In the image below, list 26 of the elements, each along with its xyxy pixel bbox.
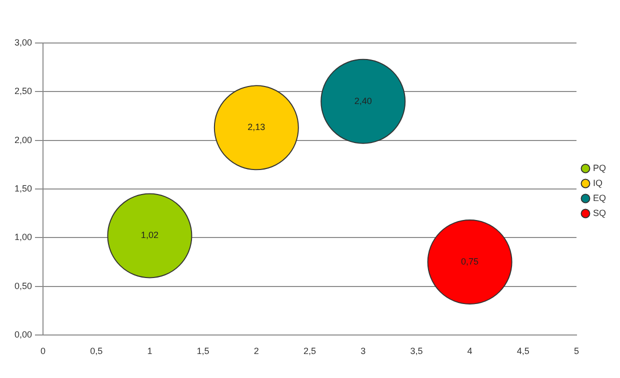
x-tick-label: 1,5 xyxy=(196,346,210,356)
legend-label: IQ xyxy=(592,178,603,188)
x-tick-label: 0,5 xyxy=(90,346,103,356)
legend-label: PQ xyxy=(592,162,606,173)
x-tick-label: 3 xyxy=(360,346,366,356)
data-label: 1,02 xyxy=(140,230,158,240)
x-tick-label: 4 xyxy=(467,346,472,356)
x-tick-label: 3,5 xyxy=(410,346,423,356)
y-tick-label: 1,00 xyxy=(14,232,32,242)
y-tick-label: 3,00 xyxy=(14,37,32,48)
y-tick-label: 1,50 xyxy=(14,183,32,194)
x-tick-label: 2 xyxy=(254,346,259,356)
y-tick-label: 2,00 xyxy=(14,134,32,145)
y-tick-label: 2,50 xyxy=(14,86,32,96)
x-tick-label: 1 xyxy=(147,346,152,356)
x-tick-label: 2,5 xyxy=(303,346,316,356)
x-tick-label: 4,5 xyxy=(516,346,530,356)
x-tick-label: 0 xyxy=(40,346,46,356)
data-label: 2,13 xyxy=(248,122,266,132)
legend-label: SQ xyxy=(592,208,606,218)
legend-label: EQ xyxy=(592,192,606,203)
data-label: 2,40 xyxy=(354,96,372,106)
data-label: 0,75 xyxy=(461,256,479,266)
y-tick-label: 0,00 xyxy=(14,329,32,340)
y-tick-label: 0,50 xyxy=(14,280,32,291)
x-tick-label: 5 xyxy=(574,346,580,356)
